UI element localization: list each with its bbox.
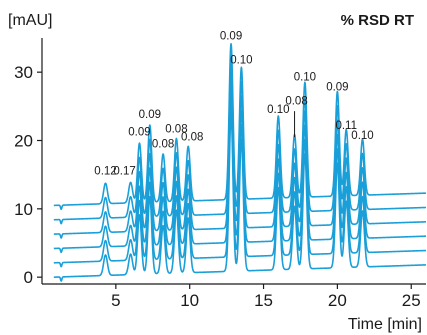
peak-rsd-label: 0.11 <box>335 120 357 132</box>
peak-rsd-label: 0.08 <box>181 132 203 144</box>
axes: 0 10 20 30 5 10 15 20 25 <box>14 38 426 310</box>
peak-rsd-label: 0.08 <box>285 95 307 107</box>
traces <box>53 42 427 282</box>
y-axis-label: [mAU] <box>8 12 52 29</box>
x-tick-label: 10 <box>180 291 199 310</box>
x-tick-label: 5 <box>111 291 120 310</box>
peak-annotations: 0.120.170.090.090.080.080.080.090.100.10… <box>94 30 373 177</box>
peak-rsd-label: 0.10 <box>294 71 316 83</box>
peak-rsd-label: 0.09 <box>128 127 150 139</box>
y-tick-label: 30 <box>14 63 33 82</box>
peak-rsd-label: 0.09 <box>220 30 242 42</box>
chart-title: % RSD RT <box>341 12 414 29</box>
peak-rsd-label: 0.10 <box>351 130 373 142</box>
peak-rsd-label: 0.10 <box>267 104 289 116</box>
peak-rsd-label: 0.10 <box>230 54 252 66</box>
peak-rsd-label: 0.09 <box>139 109 161 121</box>
peak-rsd-label: 0.08 <box>165 123 187 135</box>
x-tick-label: 15 <box>254 291 273 310</box>
y-tick-label: 20 <box>14 132 33 151</box>
peak-rsd-label: 0.12 <box>94 166 116 178</box>
peak-rsd-label: 0.09 <box>326 82 348 94</box>
y-tick-label: 10 <box>14 200 33 219</box>
peak-rsd-label: 0.08 <box>152 138 174 150</box>
chromatogram-trace-6 <box>53 42 427 211</box>
x-tick-label: 20 <box>328 291 347 310</box>
x-tick-label: 25 <box>402 291 421 310</box>
y-tick-label: 0 <box>24 268 33 287</box>
x-axis-label: Time [min] <box>348 316 422 333</box>
peak-rsd-label: 0.17 <box>113 166 135 178</box>
